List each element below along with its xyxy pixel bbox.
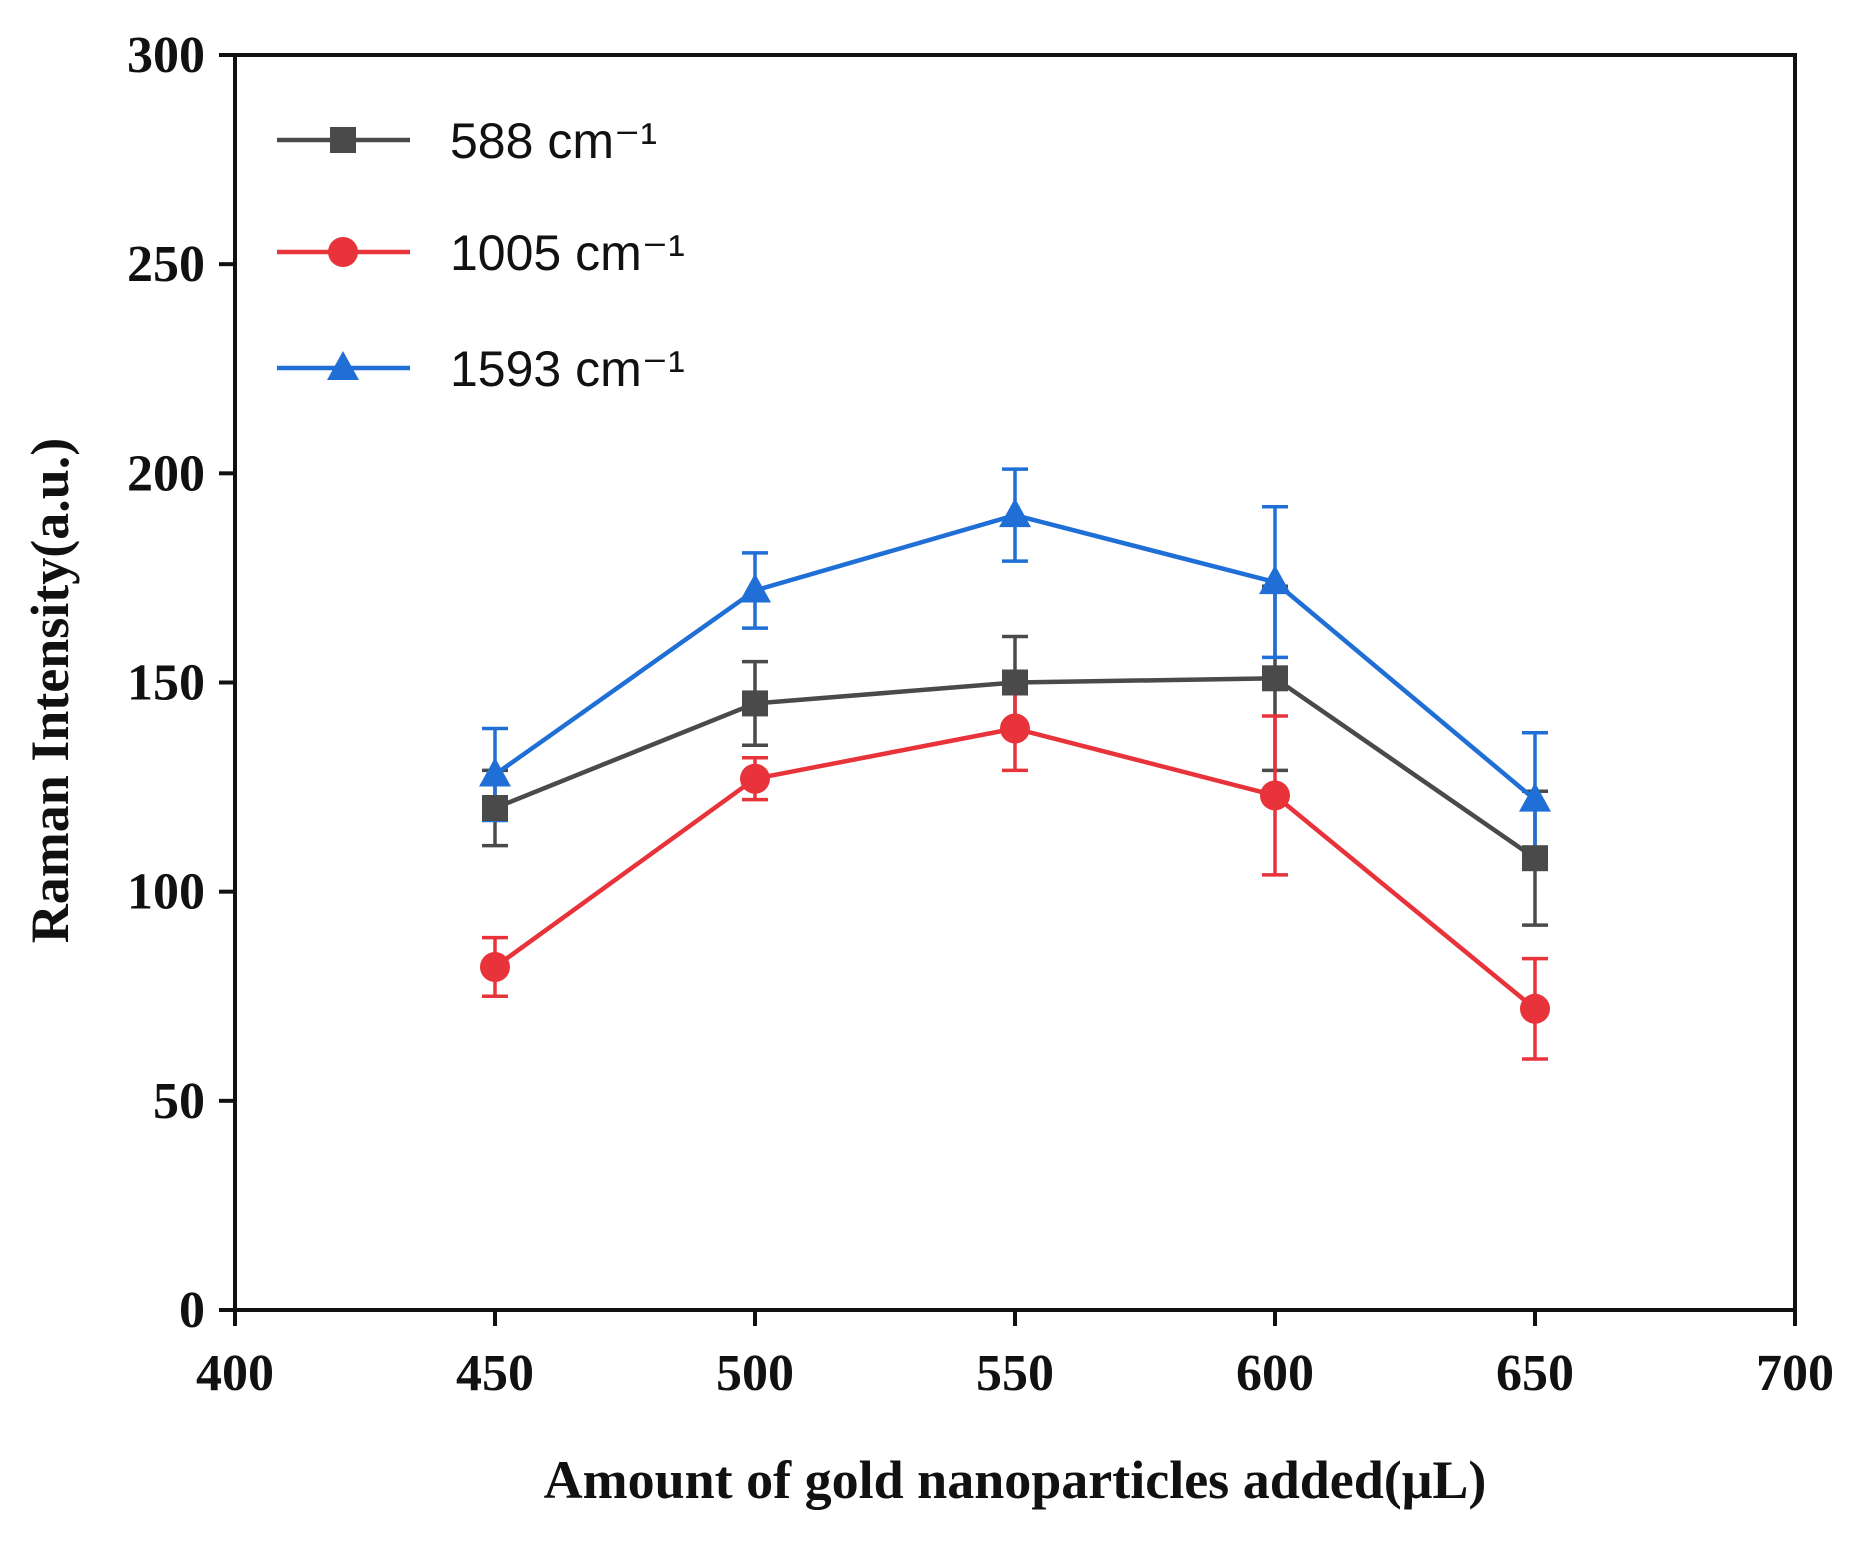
- x-tick-label: 600: [1236, 1345, 1314, 1402]
- x-tick-label: 650: [1496, 1345, 1574, 1402]
- x-tick-label: 450: [456, 1345, 534, 1402]
- data-point-1593: [479, 757, 511, 787]
- error-bars: [482, 467, 1548, 1061]
- data-point-1593: [999, 498, 1031, 528]
- y-tick-label: 200: [127, 445, 205, 502]
- legend-swatch-marker: [328, 237, 358, 267]
- legend-label: 1593 cm⁻¹: [450, 341, 685, 397]
- legend-item-1005: 1005 cm⁻¹: [277, 225, 685, 281]
- legend-swatch-marker: [327, 351, 359, 380]
- y-tick-label: 0: [179, 1282, 205, 1339]
- data-point-1593: [1519, 782, 1551, 812]
- y-tick-label: 150: [127, 655, 205, 712]
- data-point-1005: [740, 763, 770, 794]
- data-point-1005: [480, 951, 510, 982]
- data-points: [479, 498, 1551, 1024]
- y-tick-label: 50: [153, 1073, 205, 1130]
- legend-item-588: 588 cm⁻¹: [277, 113, 657, 169]
- x-tick-label: 400: [196, 1345, 274, 1402]
- data-point-1593: [1259, 565, 1291, 595]
- data-point-1593: [739, 573, 771, 603]
- legend-swatch-marker: [330, 127, 356, 153]
- legend-label: 1005 cm⁻¹: [450, 225, 685, 281]
- x-tick-label: 500: [716, 1345, 794, 1402]
- x-tick-label: 700: [1756, 1345, 1834, 1402]
- data-point-588: [482, 795, 508, 821]
- data-point-588: [1522, 845, 1548, 872]
- x-axis-title: Amount of gold nanoparticles added(μL): [544, 1450, 1487, 1510]
- data-point-1005: [1520, 993, 1550, 1024]
- data-point-1005: [1000, 713, 1030, 744]
- legend: 588 cm⁻¹ 1005 cm⁻¹ 1593 cm⁻¹: [277, 113, 685, 397]
- data-point-588: [1262, 665, 1288, 692]
- y-axis-title: Raman Intensity(a.u.): [20, 438, 80, 944]
- legend-item-1593: 1593 cm⁻¹: [277, 341, 685, 397]
- y-tick-label: 250: [127, 236, 205, 293]
- x-tick-label: 550: [976, 1345, 1054, 1402]
- legend-label: 588 cm⁻¹: [450, 113, 657, 169]
- data-point-588: [1002, 669, 1028, 696]
- y-tick-label: 100: [127, 864, 205, 921]
- data-point-1005: [1260, 780, 1290, 811]
- data-point-588: [742, 690, 768, 717]
- axis-ticks: 400 450 500 550 600 650 700 0 50 100 150 200 250 300: [127, 27, 1834, 1402]
- y-tick-label: 300: [127, 27, 205, 84]
